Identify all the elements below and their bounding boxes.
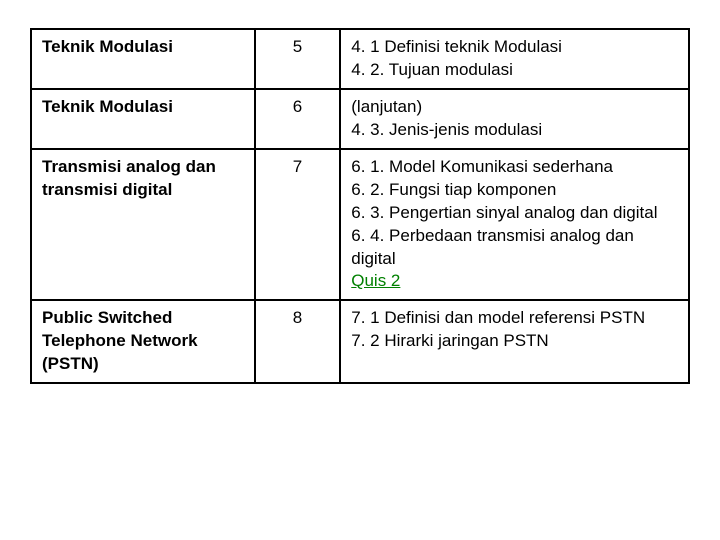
table-row: Transmisi analog dan transmisi digital 7…: [31, 149, 689, 301]
subtopic-line: 4. 3. Jenis-jenis modulasi: [351, 119, 678, 142]
subtopic-line: (lanjutan): [351, 96, 678, 119]
subtopic-cell: 4. 1 Definisi teknik Modulasi 4. 2. Tuju…: [340, 29, 689, 89]
week-cell: 6: [255, 89, 341, 149]
subtopic-cell: (lanjutan) 4. 3. Jenis-jenis modulasi: [340, 89, 689, 149]
subtopic-line: 6. 4. Perbedaan transmisi analog dan dig…: [351, 225, 678, 271]
syllabus-table: Teknik Modulasi 5 4. 1 Definisi teknik M…: [30, 28, 690, 384]
table-row: Public Switched Telephone Network (PSTN)…: [31, 300, 689, 383]
subtopic-line: 6. 3. Pengertian sinyal analog dan digit…: [351, 202, 678, 225]
quis-line: Quis 2: [351, 270, 678, 293]
topic-cell: Public Switched Telephone Network (PSTN): [31, 300, 255, 383]
week-cell: 5: [255, 29, 341, 89]
subtopic-line: 7. 2 Hirarki jaringan PSTN: [351, 330, 678, 353]
subtopic-cell: 6. 1. Model Komunikasi sederhana 6. 2. F…: [340, 149, 689, 301]
subtopic-cell: 7. 1 Definisi dan model referensi PSTN 7…: [340, 300, 689, 383]
subtopic-line: 6. 1. Model Komunikasi sederhana: [351, 156, 678, 179]
subtopic-line: 6. 2. Fungsi tiap komponen: [351, 179, 678, 202]
table-row: Teknik Modulasi 6 (lanjutan) 4. 3. Jenis…: [31, 89, 689, 149]
topic-cell: Teknik Modulasi: [31, 89, 255, 149]
week-cell: 8: [255, 300, 341, 383]
topic-cell: Transmisi analog dan transmisi digital: [31, 149, 255, 301]
subtopic-line: 7. 1 Definisi dan model referensi PSTN: [351, 307, 678, 330]
week-cell: 7: [255, 149, 341, 301]
subtopic-line: 4. 1 Definisi teknik Modulasi: [351, 36, 678, 59]
subtopic-line: 4. 2. Tujuan modulasi: [351, 59, 678, 82]
topic-cell: Teknik Modulasi: [31, 29, 255, 89]
table-row: Teknik Modulasi 5 4. 1 Definisi teknik M…: [31, 29, 689, 89]
